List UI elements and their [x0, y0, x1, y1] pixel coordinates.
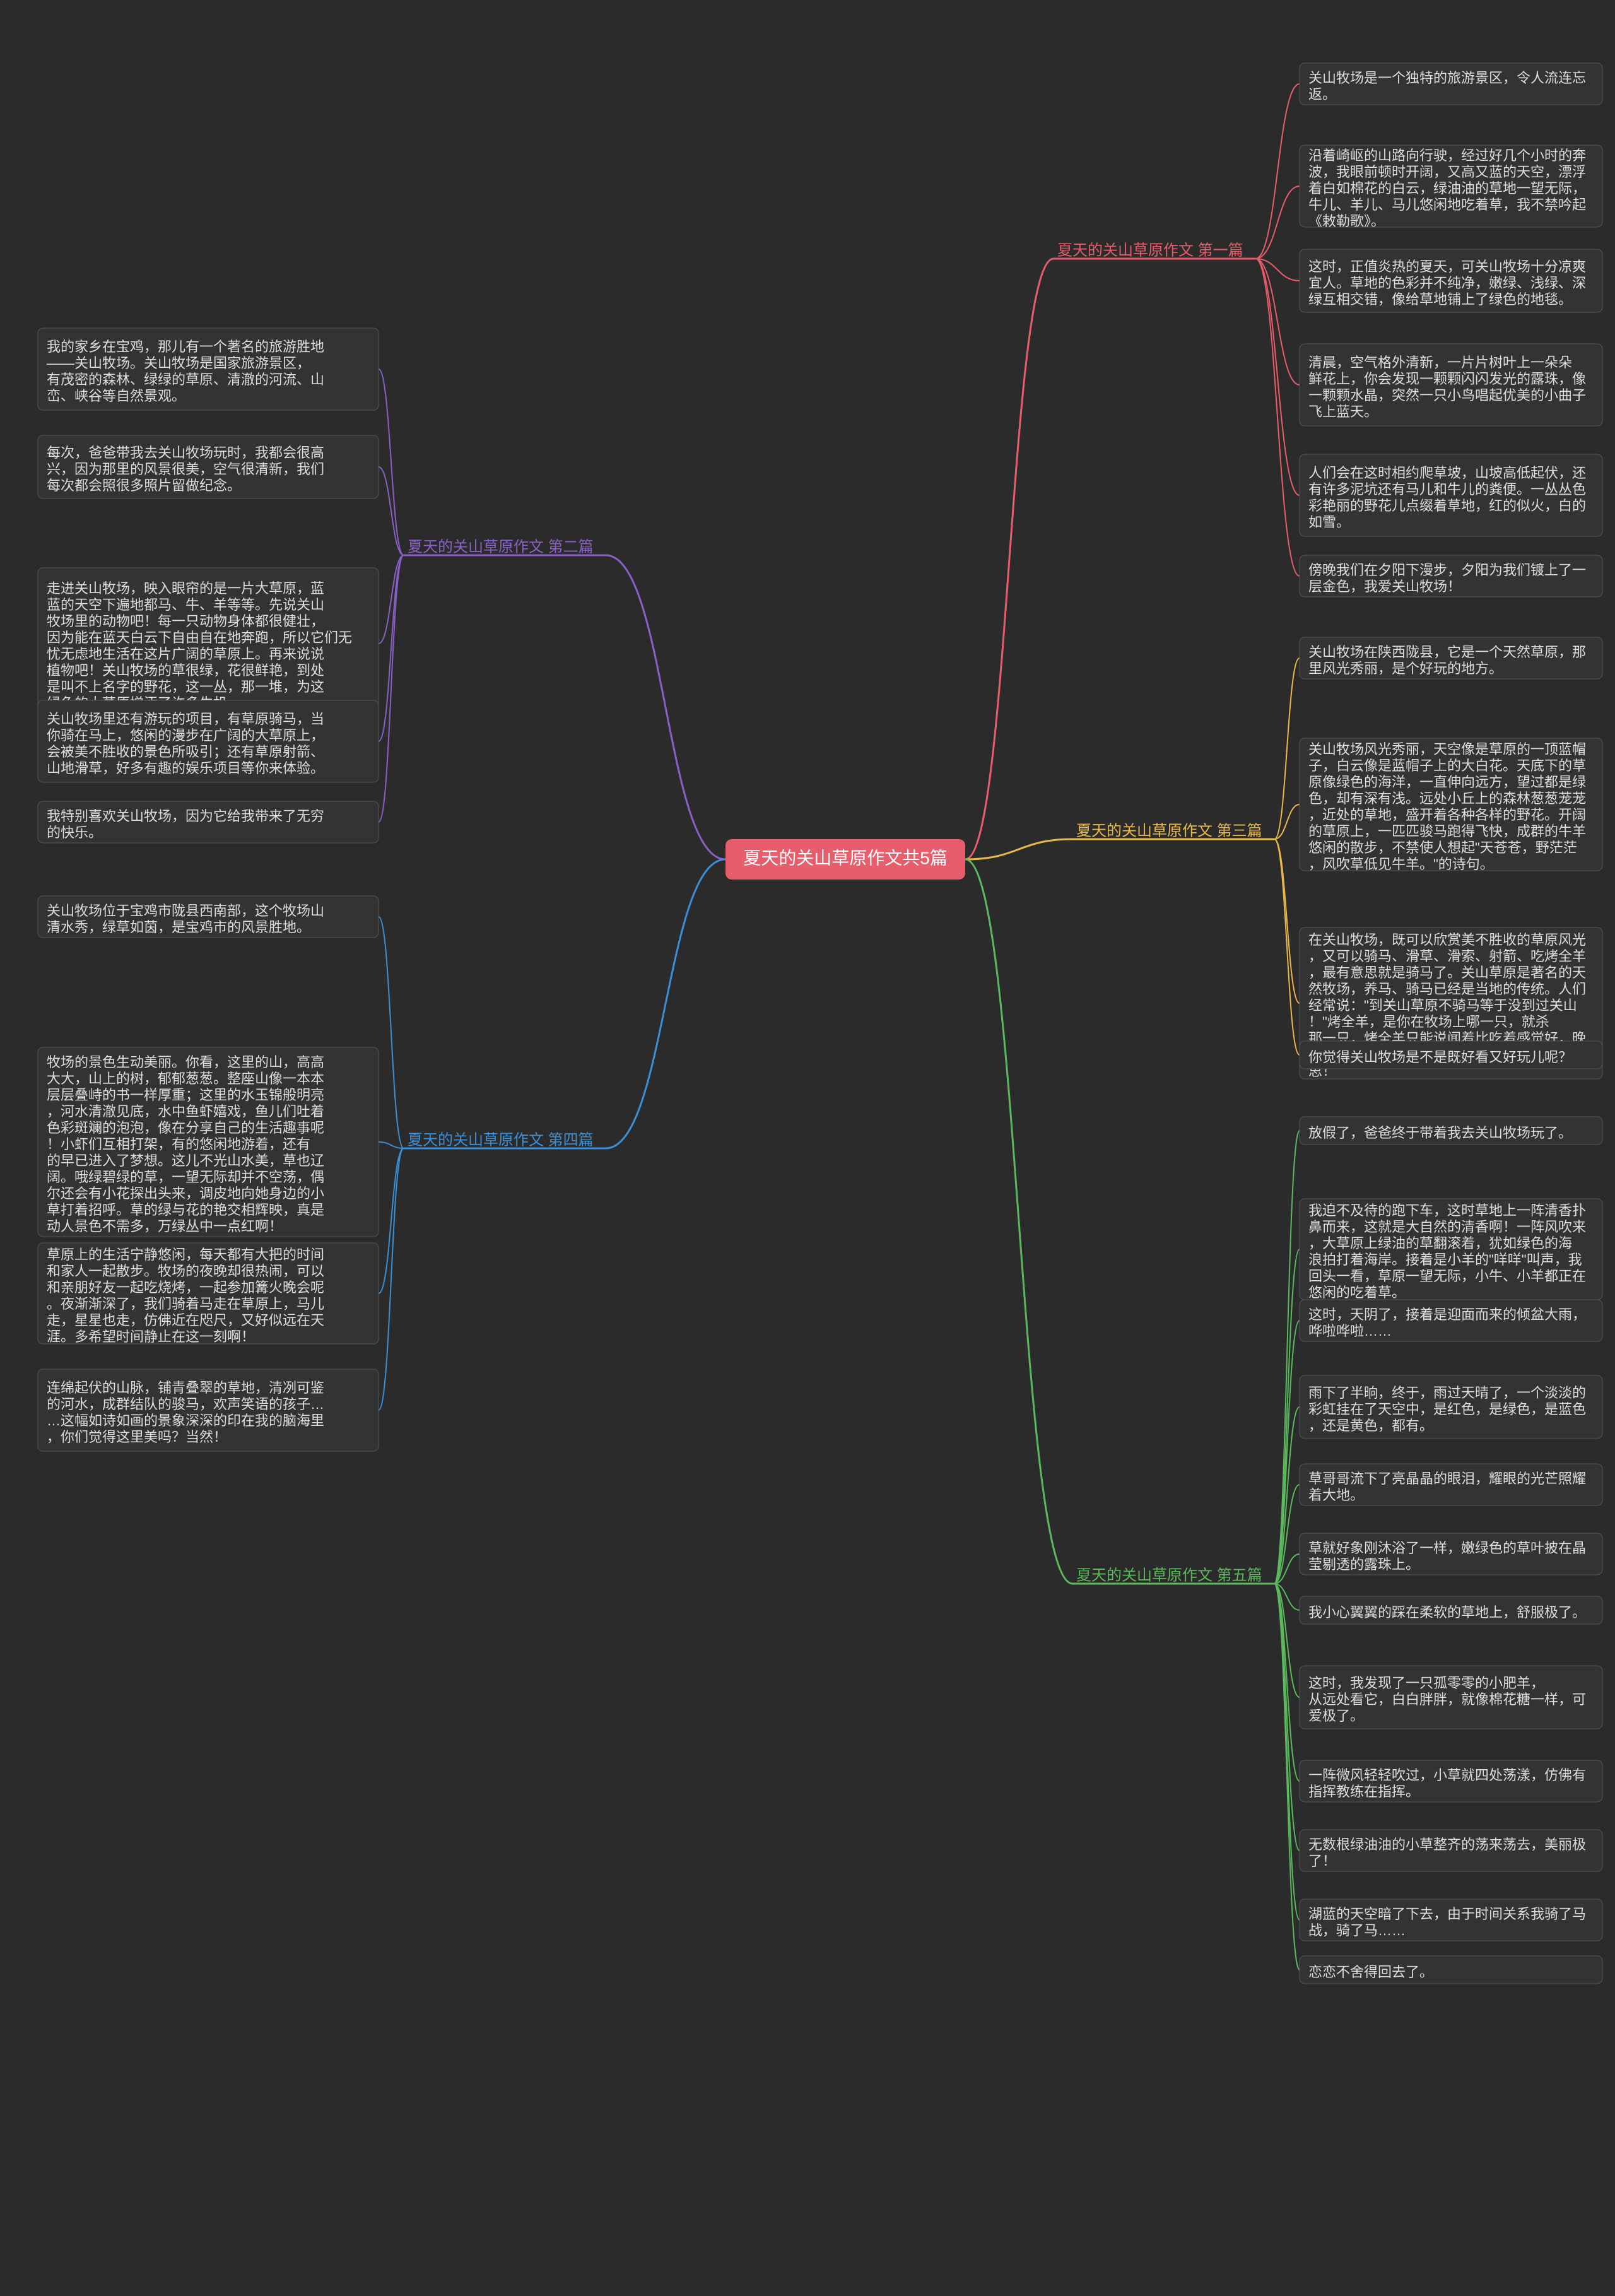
- leaf-link: [379, 555, 404, 741]
- leaf-text: 关山牧场风光秀丽，天空像是草原的一顶蓝帽子，白云像是蓝帽子上的大白花。天底下的草…: [1308, 741, 1586, 872]
- leaf-text: 我小心翼翼的踩在柔软的草地上，舒服极了。: [1308, 1604, 1586, 1620]
- branch-link: [606, 859, 725, 1148]
- leaf-link: [1274, 839, 1300, 1055]
- branch-link: [965, 839, 1072, 859]
- leaf-text: 关山牧场里还有游玩的项目，有草原骑马，当你骑在马上，悠闲的漫步在广阔的大草原上，…: [47, 711, 324, 776]
- mindmap-canvas: 夏天的关山草原作文共5篇夏天的关山草原作文 第一篇关山牧场是一个独特的旅游景区，…: [0, 0, 1615, 2296]
- leaf-text: 你觉得关山牧场是不是既好看又好玩儿呢？: [1308, 1049, 1572, 1065]
- leaf-text: 牧场的景色生动美丽。你看，这里的山，高高大大，山上的树，郁郁葱葱。整座山像一本本…: [47, 1054, 324, 1234]
- leaf-link: [1255, 186, 1300, 259]
- branch-label[interactable]: 夏天的关山草原作文 第四篇: [408, 1131, 594, 1148]
- leaf-text: 这时，正值炎热的夏天，可关山牧场十分凉爽宜人。草地的色彩并不纯净，嫩绿、浅绿、深…: [1308, 259, 1586, 307]
- leaf-link: [1274, 658, 1300, 839]
- leaf-link: [1255, 259, 1300, 495]
- leaf-link: [1274, 839, 1300, 1003]
- root-label: 夏天的关山草原作文共5篇: [743, 848, 948, 868]
- leaf-text: 走进关山牧场，映入眼帘的是一片大草原，蓝蓝的天空下遍地都马、牛、羊等等。先说关山…: [47, 580, 352, 711]
- leaf-text: 恋恋不舍得回去了。: [1308, 1964, 1433, 1980]
- leaf-link: [1255, 259, 1300, 385]
- nodes-layer: 夏天的关山草原作文共5篇夏天的关山草原作文 第一篇关山牧场是一个独特的旅游景区，…: [38, 63, 1602, 1984]
- leaf-link: [1255, 84, 1300, 259]
- leaf-link: [1274, 1584, 1300, 1920]
- leaf-link: [1255, 259, 1300, 576]
- leaf-link: [379, 369, 404, 555]
- branch-label[interactable]: 夏天的关山草原作文 第二篇: [408, 538, 594, 555]
- branch-link: [965, 859, 1072, 1584]
- leaf-link: [1274, 1407, 1300, 1584]
- leaf-text: 放假了，爸爸终于带着我去关山牧场玩了。: [1308, 1125, 1572, 1141]
- leaf-link: [379, 1148, 404, 1410]
- branch-label[interactable]: 夏天的关山草原作文 第一篇: [1057, 242, 1243, 259]
- leaf-link: [1274, 1584, 1300, 1851]
- leaf-link: [379, 917, 404, 1148]
- links-layer: [379, 84, 1300, 1970]
- leaf-text: 关山牧场位于宝鸡市陇县西南部，这个牧场山清水秀，绿草如茵，是宝鸡市的风景胜地。: [47, 903, 324, 935]
- branch-link: [606, 555, 725, 859]
- branch-label[interactable]: 夏天的关山草原作文 第三篇: [1076, 822, 1262, 839]
- leaf-link: [1274, 1131, 1300, 1584]
- branch-label[interactable]: 夏天的关山草原作文 第五篇: [1076, 1567, 1262, 1584]
- leaf-link: [379, 467, 404, 555]
- leaf-link: [379, 1142, 404, 1148]
- branch-link: [965, 259, 1054, 859]
- leaf-link: [379, 555, 404, 644]
